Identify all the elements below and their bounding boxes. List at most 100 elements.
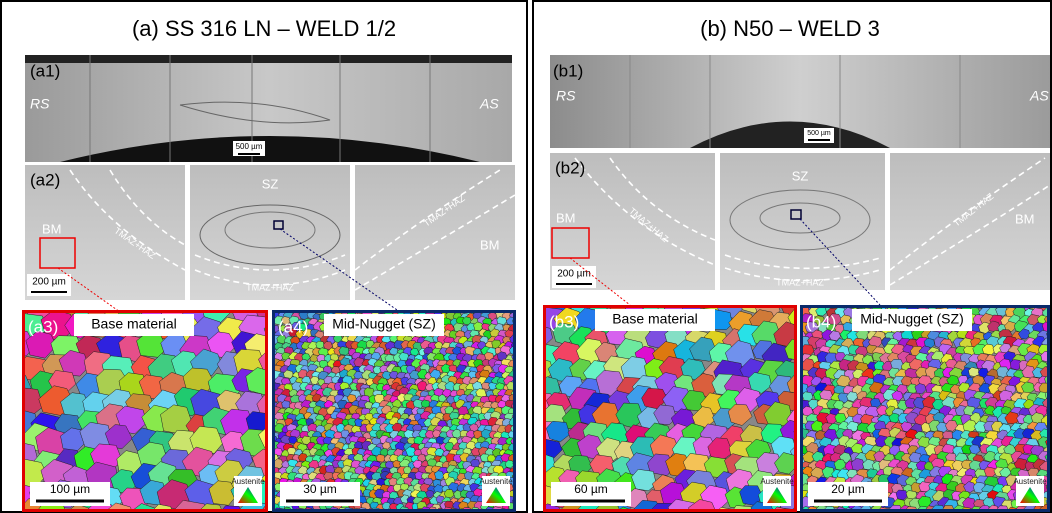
label-a2: (a2) — [30, 170, 60, 189]
grain — [516, 384, 526, 393]
label-b2: (b2) — [555, 158, 585, 177]
grain — [517, 312, 526, 320]
panel-label: (a3) — [28, 317, 58, 336]
grain — [512, 354, 521, 362]
caption: Base material — [91, 316, 177, 332]
grain — [312, 299, 321, 307]
tmaz-bottom-b2: TMAZ+HAZ — [776, 277, 824, 287]
panel-a4: (a4)Mid-Nugget (SZ)30 µmAustenite — [259, 298, 527, 513]
grain — [0, 448, 16, 470]
scale-label: 30 µm — [303, 482, 337, 496]
grain — [517, 442, 527, 451]
scale-label: 100 µm — [50, 482, 90, 496]
grain — [446, 299, 455, 307]
grain — [515, 395, 526, 403]
grain — [353, 300, 364, 309]
scale-label: 60 µm — [574, 482, 608, 496]
grain — [800, 294, 812, 304]
grain — [905, 292, 917, 303]
grain — [277, 300, 287, 309]
grain — [440, 300, 449, 308]
grain — [432, 300, 442, 308]
grain — [996, 293, 1008, 304]
grain — [788, 292, 801, 304]
grain — [941, 291, 953, 302]
grain — [843, 293, 856, 305]
grain — [935, 294, 946, 304]
grain — [417, 301, 426, 308]
grain — [871, 291, 883, 301]
grain — [1032, 293, 1044, 303]
panel-a2: (a2) SZ BM BM TMAZ+HAZ TMAZ+HAZ TMAZ+HAZ… — [25, 165, 515, 312]
grain — [517, 430, 526, 438]
caption: Mid-Nugget (SZ) — [860, 311, 963, 327]
title-a: (a) SS 316 LN – WELD 1/2 — [132, 16, 396, 41]
scale-label: 20 µm — [831, 482, 865, 496]
figure: (a) SS 316 LN – WELD 1/2 (b) N50 – WELD … — [0, 0, 1052, 513]
grain — [368, 299, 378, 308]
grain — [0, 407, 18, 433]
scale-b1: 500 µm — [807, 130, 831, 137]
grain — [517, 358, 527, 367]
grain — [823, 293, 837, 305]
sz-a2: SZ — [262, 176, 279, 191]
grain — [487, 301, 496, 309]
panel-label: (a4) — [278, 317, 308, 336]
grain — [465, 301, 475, 309]
panel-b1: (b1) RS AS 500 µm — [550, 55, 1050, 148]
grain — [327, 301, 337, 309]
bm-left-b2: BM — [556, 210, 576, 225]
grain — [887, 292, 900, 303]
grain — [0, 373, 17, 397]
grain — [516, 406, 525, 414]
grain — [334, 300, 345, 310]
as-a1: AS — [479, 96, 499, 112]
grain — [264, 300, 274, 309]
grain — [460, 299, 469, 307]
grain — [297, 299, 308, 308]
grain — [321, 299, 330, 307]
sz-b2: SZ — [792, 168, 809, 183]
grain — [516, 298, 526, 307]
grain — [1013, 290, 1028, 303]
grain — [346, 299, 357, 309]
grain — [515, 336, 524, 344]
grain — [383, 299, 394, 309]
rs-b1: RS — [556, 88, 576, 104]
caption: Base material — [612, 311, 698, 327]
grain — [495, 300, 505, 309]
grain — [969, 291, 983, 304]
tmaz-bottom-a2: TMAZ+HAZ — [246, 282, 294, 292]
grain — [480, 300, 490, 308]
grain — [515, 455, 525, 464]
grain — [808, 291, 819, 301]
panel-b2: (b2) SZ BM BM TMAZ+HAZ TMAZ+HAZ TMAZ+HAZ… — [550, 153, 1050, 305]
panel-label: (b3) — [549, 312, 579, 331]
grain — [960, 292, 972, 303]
scale-a1: 500 µm — [236, 142, 263, 151]
grain — [815, 290, 827, 301]
grain — [361, 301, 369, 309]
grain — [304, 301, 314, 310]
grain — [987, 291, 1000, 302]
label-b1: (b1) — [553, 61, 583, 80]
grain — [516, 323, 527, 332]
grain — [899, 293, 910, 302]
grain — [376, 455, 385, 463]
label-a1: (a1) — [30, 61, 60, 80]
caption: Mid-Nugget (SZ) — [332, 316, 435, 332]
grain — [512, 356, 538, 378]
grain — [509, 299, 519, 308]
grain — [377, 300, 387, 309]
rs-a1: RS — [30, 96, 50, 112]
legend-label: Austenite — [760, 477, 794, 486]
grain — [0, 332, 15, 357]
legend-label: Austenite — [231, 477, 265, 486]
grain — [397, 300, 408, 309]
grain — [342, 301, 351, 309]
grain — [502, 299, 512, 308]
grain — [0, 298, 19, 329]
grain — [880, 293, 894, 304]
grain — [977, 293, 989, 304]
